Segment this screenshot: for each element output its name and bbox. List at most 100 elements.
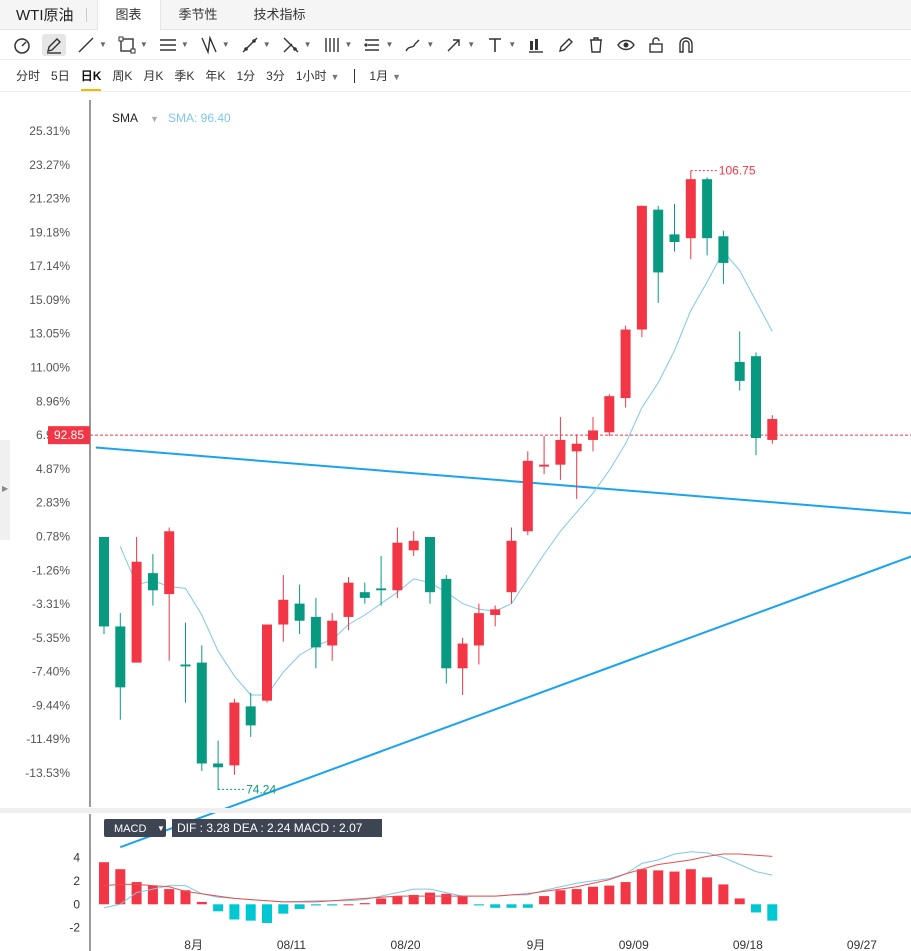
candle-body: [131, 561, 142, 663]
chevron-down-icon[interactable]: ▼: [508, 40, 517, 49]
macd-bar: [343, 904, 354, 906]
y-tick-label: 17.14%: [29, 259, 70, 273]
chevron-down-icon[interactable]: ▼: [426, 40, 435, 49]
left-panel-toggle[interactable]: ▶: [0, 440, 10, 540]
magnet-icon[interactable]: [676, 34, 696, 56]
candle-body: [99, 536, 109, 627]
price-chart[interactable]: 25.31% 23.27% 21.23% 19.18% 17.14% 15.09% 13.0…: [0, 92, 911, 951]
y-tick-label: 13.05%: [29, 327, 70, 341]
line-icon[interactable]: ▼: [76, 34, 107, 56]
candle-body: [294, 603, 305, 621]
measure-icon[interactable]: ▼: [240, 34, 271, 56]
period-divider: [354, 68, 356, 83]
arrow-icon[interactable]: ▼: [444, 34, 475, 56]
y-tick-label: 8.96%: [36, 394, 70, 408]
dea-line: [103, 853, 773, 903]
macd-bar: [653, 870, 664, 905]
y-tick-label: -3.31%: [32, 597, 70, 611]
pen-icon[interactable]: [42, 33, 66, 56]
period-5day[interactable]: 5日: [51, 68, 70, 83]
y-tick-label: -11.49%: [26, 732, 70, 746]
macd-bar: [718, 884, 729, 905]
period-1hour-dropdown[interactable]: 1小时 ▼: [296, 61, 340, 91]
x-tick-label: 09/27: [847, 938, 877, 951]
macd-bar: [457, 896, 468, 905]
macd-bar: [245, 904, 256, 921]
chevron-down-icon: ▼: [157, 824, 165, 833]
fib-icon[interactable]: ▼: [281, 34, 312, 56]
trash-icon[interactable]: [586, 34, 606, 56]
candle-body: [213, 763, 224, 768]
macd-bar: [164, 889, 175, 905]
pattern-icon[interactable]: ▼: [199, 34, 230, 56]
macd-bar: [441, 893, 452, 905]
macd-tick-label: -2: [69, 921, 80, 935]
text-icon[interactable]: ▼: [485, 34, 516, 56]
candle-body: [506, 540, 517, 593]
candle-body: [425, 536, 435, 593]
chevron-down-icon[interactable]: ▼: [303, 40, 312, 49]
high-price-label: 106.75: [719, 164, 756, 178]
y-tick-label: -1.26%: [32, 563, 70, 577]
pencil-icon[interactable]: [556, 34, 576, 56]
chevron-down-icon[interactable]: ▼: [180, 40, 189, 49]
candle-icon[interactable]: [526, 34, 546, 56]
eye-icon[interactable]: [616, 34, 636, 56]
candle-body: [376, 588, 387, 591]
brush-icon[interactable]: ▼: [403, 34, 434, 56]
macd-bar: [310, 904, 321, 906]
candle-body: [457, 643, 468, 669]
candle-body: [473, 613, 484, 646]
x-tick-label: 08/20: [391, 938, 421, 951]
range-dropdown[interactable]: 1月 ▼: [369, 61, 401, 91]
period-1min[interactable]: 1分: [236, 68, 256, 83]
macd-bar: [147, 885, 158, 905]
panel-divider: [0, 808, 911, 813]
period-quarterly[interactable]: 季K: [174, 68, 195, 83]
period-daily[interactable]: 日K: [80, 61, 102, 91]
chevron-down-icon[interactable]: ▼: [467, 40, 476, 49]
trend-line: [119, 555, 911, 849]
chevron-down-icon[interactable]: ▼: [392, 71, 402, 82]
y-tick-label: -5.35%: [32, 631, 70, 645]
chevron-down-icon[interactable]: ▼: [139, 40, 148, 49]
candle-body: [359, 592, 370, 598]
channel-icon[interactable]: ▼: [158, 34, 189, 56]
chevron-down-icon[interactable]: ▼: [344, 40, 353, 49]
candle-body: [262, 624, 272, 701]
period-monthly[interactable]: 月K: [143, 68, 164, 83]
indicator-label: SMA: [112, 111, 138, 125]
chevron-down-icon[interactable]: ▼: [262, 40, 271, 49]
period-1hour-label: 1小时: [295, 68, 327, 83]
tab-chart[interactable]: 图表: [96, 0, 161, 30]
macd-summary: DIF : 3.28 DEA : 2.24 MACD : 2.07: [177, 821, 363, 835]
chevron-down-icon[interactable]: ▼: [99, 40, 107, 49]
period-yearly[interactable]: 年K: [205, 68, 226, 83]
chevron-down-icon[interactable]: ▼: [330, 71, 340, 82]
tab-divider: [85, 7, 87, 22]
tab-indicators[interactable]: 技术指标: [253, 6, 306, 22]
candle-body: [718, 236, 729, 263]
grid-icon[interactable]: ▼: [322, 34, 353, 56]
gauge-icon[interactable]: [12, 34, 32, 56]
period-3min[interactable]: 3分: [266, 68, 285, 83]
macd-bar: [539, 896, 550, 905]
lock-icon[interactable]: [646, 34, 666, 56]
tab-seasonality[interactable]: 季节性: [178, 6, 218, 22]
dif-line: [103, 851, 773, 909]
candle-body: [490, 609, 501, 616]
candle-body: [441, 578, 452, 669]
macd-bar: [213, 904, 224, 912]
parallel-icon[interactable]: ▼: [362, 34, 393, 56]
period-weekly[interactable]: 周K: [112, 68, 133, 83]
y-tick-label: 4.87%: [36, 462, 70, 476]
candle-body: [229, 702, 240, 766]
rect-icon[interactable]: ▼: [117, 34, 148, 56]
chevron-down-icon[interactable]: ▼: [221, 40, 230, 49]
macd-bar: [767, 904, 778, 921]
candle-body: [310, 616, 321, 648]
period-intraday[interactable]: 分时: [16, 68, 41, 83]
chevron-down-icon[interactable]: ▼: [385, 40, 394, 49]
macd-tag: [104, 819, 166, 837]
macd-bar: [327, 904, 338, 906]
